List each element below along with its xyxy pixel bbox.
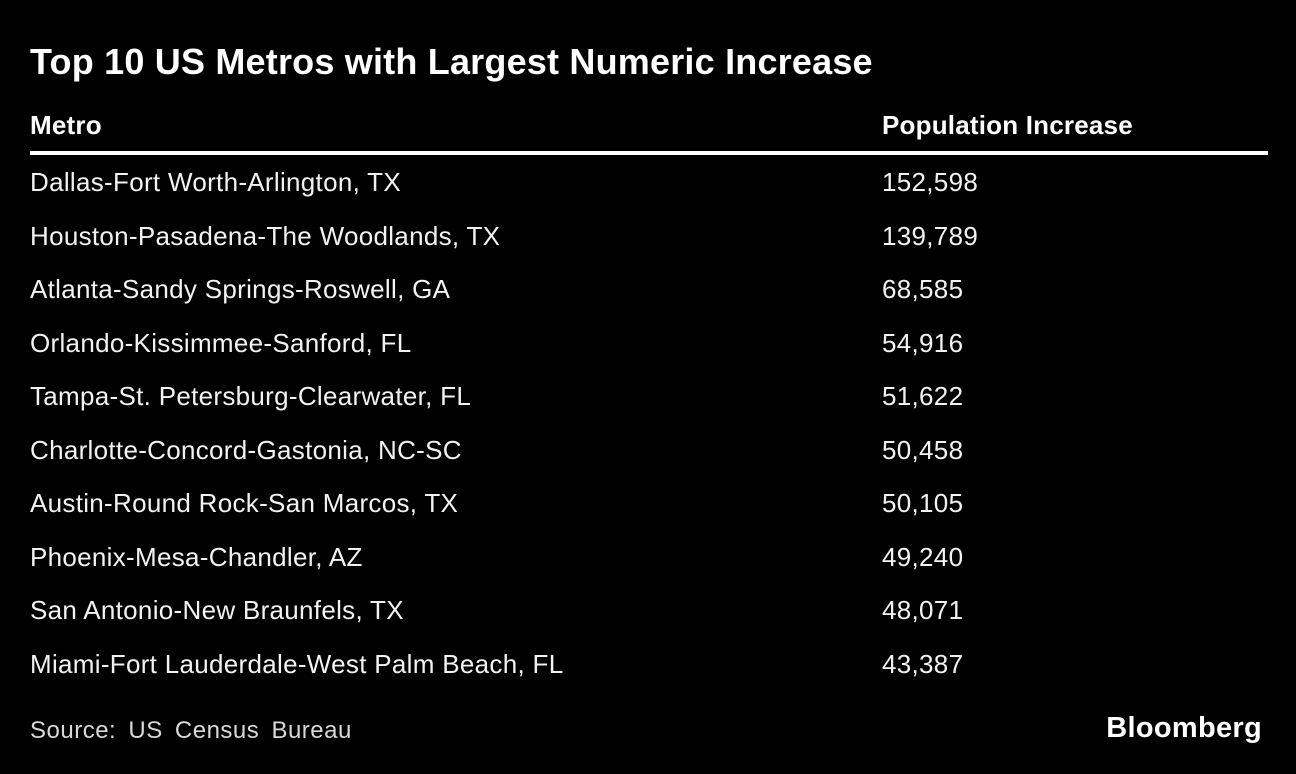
metro-cell: Austin-Round Rock-San Marcos, TX [30, 488, 459, 519]
metro-cell: San Antonio-New Braunfels, TX [30, 595, 404, 626]
source-text: US Census Bureau [128, 717, 352, 744]
table-row: Orlando-Kissimmee-Sanford, FL 54,916 [0, 317, 1296, 371]
table-body: Dallas-Fort Worth-Arlington, TX 152,598 … [0, 156, 1296, 691]
table-row: Atlanta-Sandy Springs-Roswell, GA 68,585 [0, 263, 1296, 317]
value-cell: 50,105 [882, 488, 964, 519]
table-row: San Antonio-New Braunfels, TX 48,071 [0, 584, 1296, 638]
source-attribution: Source: US Census Bureau [30, 717, 352, 745]
source-label: Source: [30, 717, 117, 744]
value-cell: 49,240 [882, 541, 964, 572]
value-cell: 43,387 [882, 648, 964, 679]
value-cell: 152,598 [882, 167, 979, 198]
value-cell: 139,789 [882, 220, 979, 251]
metro-cell: Phoenix-Mesa-Chandler, AZ [30, 541, 363, 572]
value-cell: 51,622 [882, 381, 964, 412]
metro-cell: Atlanta-Sandy Springs-Roswell, GA [30, 274, 451, 305]
bloomberg-logo: Bloomberg [1106, 712, 1262, 744]
header-divider-rule [30, 151, 1268, 155]
table-row: Charlotte-Concord-Gastonia, NC-SC 50,458 [0, 424, 1296, 478]
metro-cell: Dallas-Fort Worth-Arlington, TX [30, 167, 402, 198]
table-row: Dallas-Fort Worth-Arlington, TX 152,598 [0, 156, 1296, 210]
table-row: Miami-Fort Lauderdale-West Palm Beach, F… [0, 638, 1296, 692]
metro-cell: Orlando-Kissimmee-Sanford, FL [30, 327, 412, 358]
table-row: Phoenix-Mesa-Chandler, AZ 49,240 [0, 531, 1296, 585]
chart-title: Top 10 US Metros with Largest Numeric In… [30, 41, 873, 82]
table-row: Tampa-St. Petersburg-Clearwater, FL 51,6… [0, 370, 1296, 424]
column-header-metro: Metro [30, 110, 102, 140]
metro-cell: Houston-Pasadena-The Woodlands, TX [30, 220, 501, 251]
metro-cell: Tampa-St. Petersburg-Clearwater, FL [30, 381, 472, 412]
value-cell: 50,458 [882, 434, 964, 465]
table-row: Austin-Round Rock-San Marcos, TX 50,105 [0, 477, 1296, 531]
value-cell: 48,071 [882, 595, 964, 626]
value-cell: 68,585 [882, 274, 964, 305]
column-header-population-increase: Population Increase [882, 110, 1133, 140]
table-row: Houston-Pasadena-The Woodlands, TX 139,7… [0, 210, 1296, 264]
value-cell: 54,916 [882, 327, 964, 358]
metro-cell: Charlotte-Concord-Gastonia, NC-SC [30, 434, 462, 465]
metro-cell: Miami-Fort Lauderdale-West Palm Beach, F… [30, 648, 564, 679]
